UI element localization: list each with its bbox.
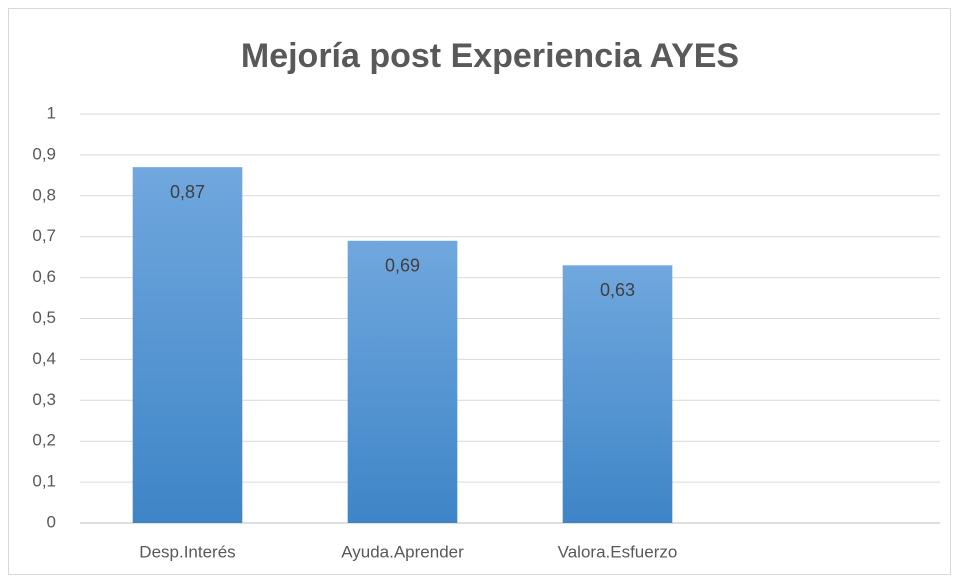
y-tick-label: 0,9 [32, 144, 56, 163]
y-tick-label: 0,3 [32, 390, 56, 409]
y-tick-label: 0,6 [32, 267, 56, 286]
y-tick-label: 1 [47, 103, 56, 122]
data-label: 0,63 [600, 280, 635, 300]
bar [132, 167, 243, 524]
data-label: 0,87 [170, 182, 205, 202]
chart-title: Mejoría post Experiencia AYES [241, 37, 739, 75]
x-tick-label: Valora.Esfuerzo [558, 542, 678, 561]
y-tick-label: 0,7 [32, 226, 56, 245]
y-tick-label: 0,2 [32, 431, 56, 450]
bar [562, 265, 673, 523]
x-tick-label: Desp.Interés [139, 542, 235, 561]
x-tick-label: Ayuda.Aprender [341, 542, 464, 561]
y-tick-label: 0,1 [32, 472, 56, 491]
y-tick-label: 0 [47, 512, 56, 531]
y-tick-label: 0,8 [32, 185, 56, 204]
y-tick-label: 0,4 [32, 349, 56, 368]
y-tick-label: 0,5 [32, 308, 56, 327]
data-label: 0,69 [385, 256, 420, 276]
bar [347, 240, 458, 524]
